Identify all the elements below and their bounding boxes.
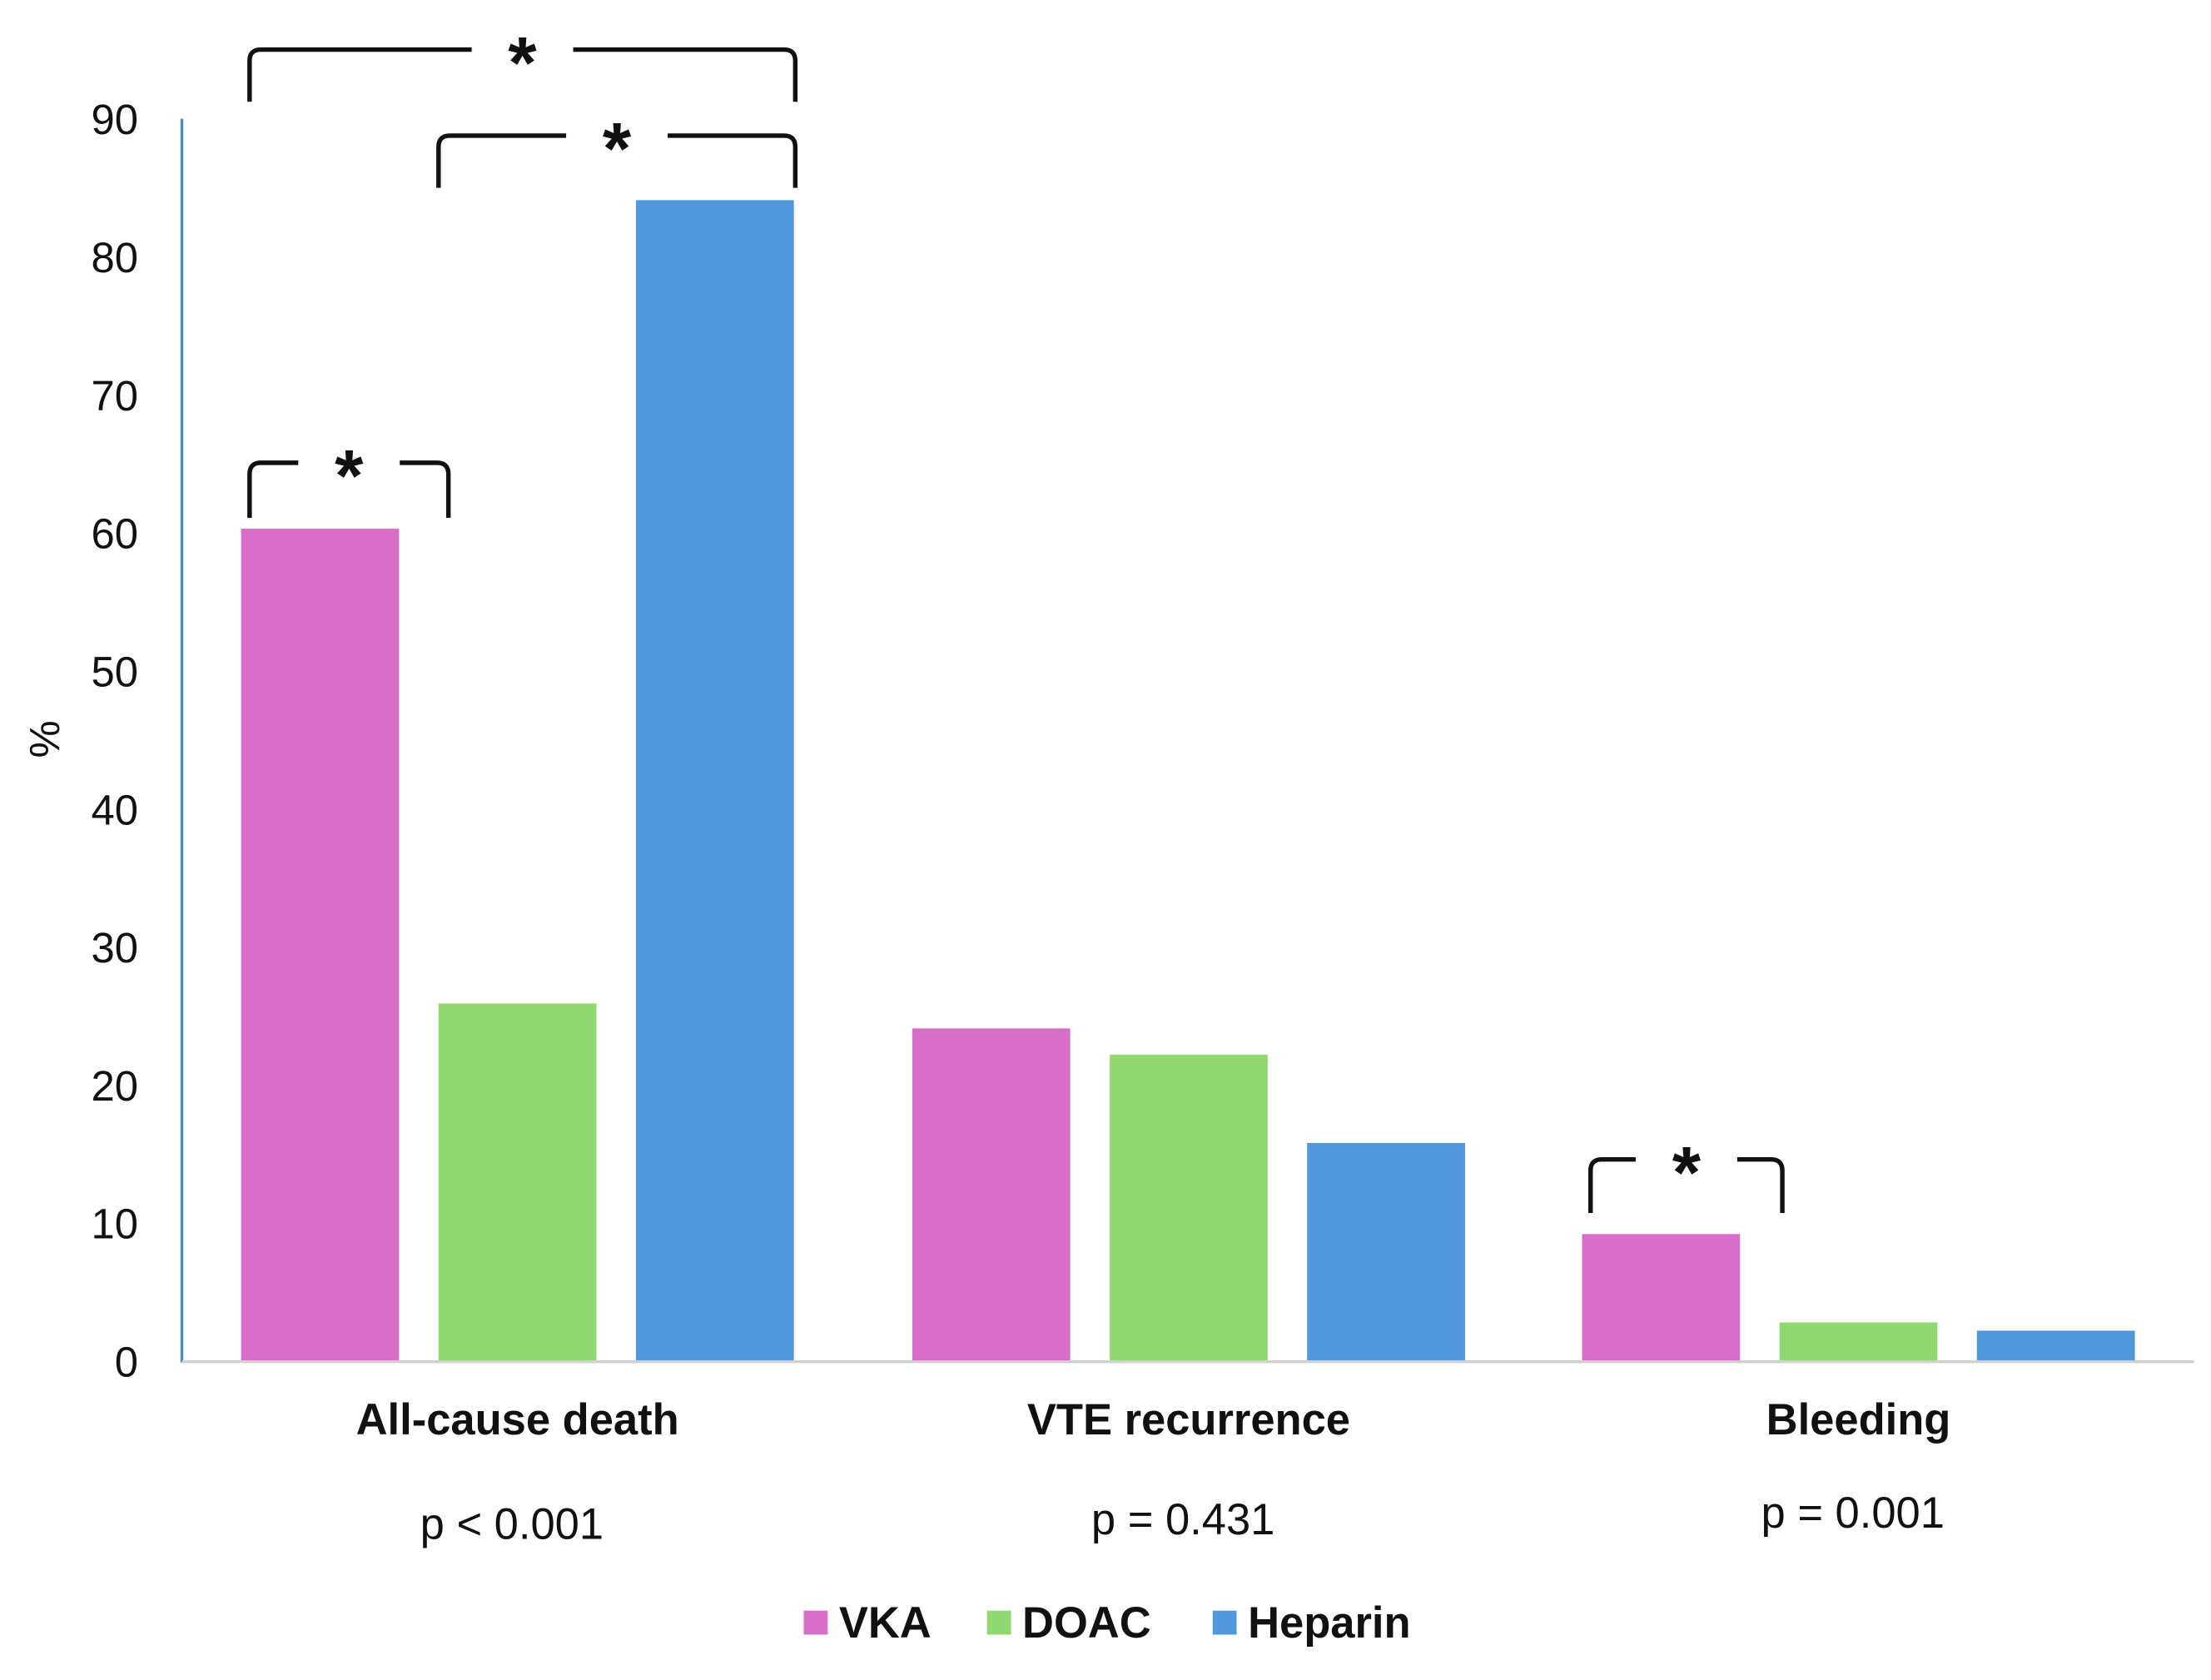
p-value-label: p = 0.431 xyxy=(1091,1495,1274,1544)
bar-vka-0 xyxy=(241,529,400,1361)
y-tick-label: 50 xyxy=(91,648,138,695)
y-tick-label: 80 xyxy=(91,234,138,281)
bar-vka-2 xyxy=(1582,1234,1741,1361)
legend-label: DOAC xyxy=(1022,1598,1151,1648)
category-label: VTE recurrence xyxy=(1027,1395,1350,1444)
bar-doac-2 xyxy=(1779,1322,1938,1361)
bracket-line xyxy=(247,460,299,518)
y-tick-label: 30 xyxy=(91,924,138,972)
y-tick-label: 10 xyxy=(91,1200,138,1248)
y-axis-label: % xyxy=(21,720,68,758)
bracket-line xyxy=(400,460,451,518)
y-tick-label: 90 xyxy=(91,96,138,143)
legend: VKA DOAC Heparin xyxy=(803,1598,1411,1648)
bar-heparin-1 xyxy=(1307,1142,1465,1361)
bracket-line xyxy=(573,47,798,102)
significance-star: * xyxy=(1672,1131,1702,1213)
bar-doac-1 xyxy=(1110,1054,1268,1361)
legend-label: VKA xyxy=(839,1598,932,1648)
bracket-line xyxy=(668,133,798,188)
bars xyxy=(241,200,2135,1361)
y-tick-label: 20 xyxy=(91,1062,138,1110)
y-tick-label: 0 xyxy=(115,1339,138,1386)
category-label: Bleeding xyxy=(1766,1395,1951,1444)
y-tick-labels: 0 10 20 30 40 50 60 70 80 90 xyxy=(91,96,138,1385)
bar-heparin-0 xyxy=(635,200,794,1361)
legend-swatch xyxy=(803,1610,828,1635)
category-labels: All-cause death p < 0.001 VTE recurrence p … xyxy=(356,1395,1951,1548)
bracket-line xyxy=(436,133,567,188)
significance-star: * xyxy=(508,21,537,103)
category-label: All-cause death xyxy=(356,1395,679,1444)
bar-vka-1 xyxy=(912,1028,1071,1361)
bracket-line xyxy=(1737,1156,1785,1214)
significance-bracket: * xyxy=(1587,1131,1785,1214)
significance-star: * xyxy=(603,107,632,190)
significance-bracket: * xyxy=(247,435,451,518)
significance-brackets: * * * * xyxy=(247,21,1785,1214)
y-tick-label: 60 xyxy=(91,510,138,558)
y-tick-label: 70 xyxy=(91,372,138,420)
legend-item-doac: DOAC xyxy=(986,1598,1151,1648)
legend-swatch xyxy=(986,1610,1011,1635)
legend-item-vka: VKA xyxy=(803,1598,932,1648)
bar-doac-0 xyxy=(438,1003,597,1361)
legend-label: Heparin xyxy=(1248,1598,1410,1648)
y-tick-label: 40 xyxy=(91,786,138,833)
bracket-line xyxy=(1587,1156,1636,1214)
legend-swatch xyxy=(1212,1610,1237,1635)
legend-item-heparin: Heparin xyxy=(1212,1598,1411,1648)
p-value-label: p = 0.001 xyxy=(1761,1489,1945,1538)
bar-heparin-2 xyxy=(1976,1330,2135,1361)
significance-bracket: * xyxy=(247,21,798,103)
bracket-line xyxy=(247,47,472,102)
significance-bracket: * xyxy=(436,107,798,190)
significance-star: * xyxy=(335,435,364,517)
p-value-label: p < 0.001 xyxy=(420,1499,604,1548)
